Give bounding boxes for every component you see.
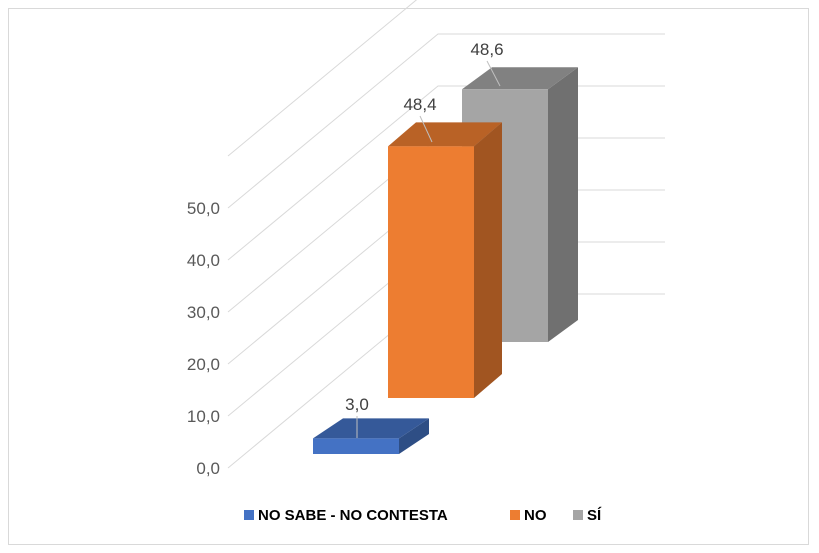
gridlines (227, 0, 665, 469)
data-label: 3,0 (345, 395, 369, 414)
legend-item: NO (510, 507, 547, 524)
data-label: 48,6 (470, 40, 503, 59)
bars (313, 67, 578, 454)
gridline (227, 85, 665, 261)
data-label: 48,4 (403, 95, 436, 114)
y-axis: 0,0 10,0 20,0 30,0 40,0 50,0 (187, 199, 220, 478)
legend-label: NO (524, 507, 547, 524)
legend-swatch (244, 510, 254, 520)
bar-1 (313, 418, 429, 454)
data-labels: 3,0 48,4 48,6 (345, 40, 504, 438)
gridline (227, 0, 418, 157)
bar-top-face (462, 67, 578, 90)
bar-front-face (388, 146, 474, 398)
legend-swatch (510, 510, 520, 520)
legend-label: SÍ (587, 507, 602, 524)
legend: NO SABE - NO CONTESTA NO SÍ (244, 507, 602, 524)
y-tick-label: 0,0 (196, 459, 220, 478)
legend-item: SÍ (573, 507, 602, 524)
bar-top-face (388, 122, 502, 147)
y-tick-label: 50,0 (187, 199, 220, 218)
bar-side-face (474, 122, 502, 398)
bar-2 (388, 122, 502, 398)
legend-label: NO SABE - NO CONTESTA (258, 507, 448, 524)
y-tick-label: 10,0 (187, 407, 220, 426)
data-label-leader (486, 60, 501, 87)
legend-item: NO SABE - NO CONTESTA (244, 507, 448, 524)
bar-side-face (399, 418, 429, 454)
data-label-leader (419, 115, 433, 143)
bar-front-face (313, 438, 399, 454)
legend-swatch (573, 510, 583, 520)
gridline (227, 33, 665, 209)
y-tick-label: 30,0 (187, 303, 220, 322)
bar-side-face (548, 67, 578, 342)
bar-top-face (313, 418, 429, 439)
y-tick-label: 20,0 (187, 355, 220, 374)
y-tick-label: 40,0 (187, 251, 220, 270)
